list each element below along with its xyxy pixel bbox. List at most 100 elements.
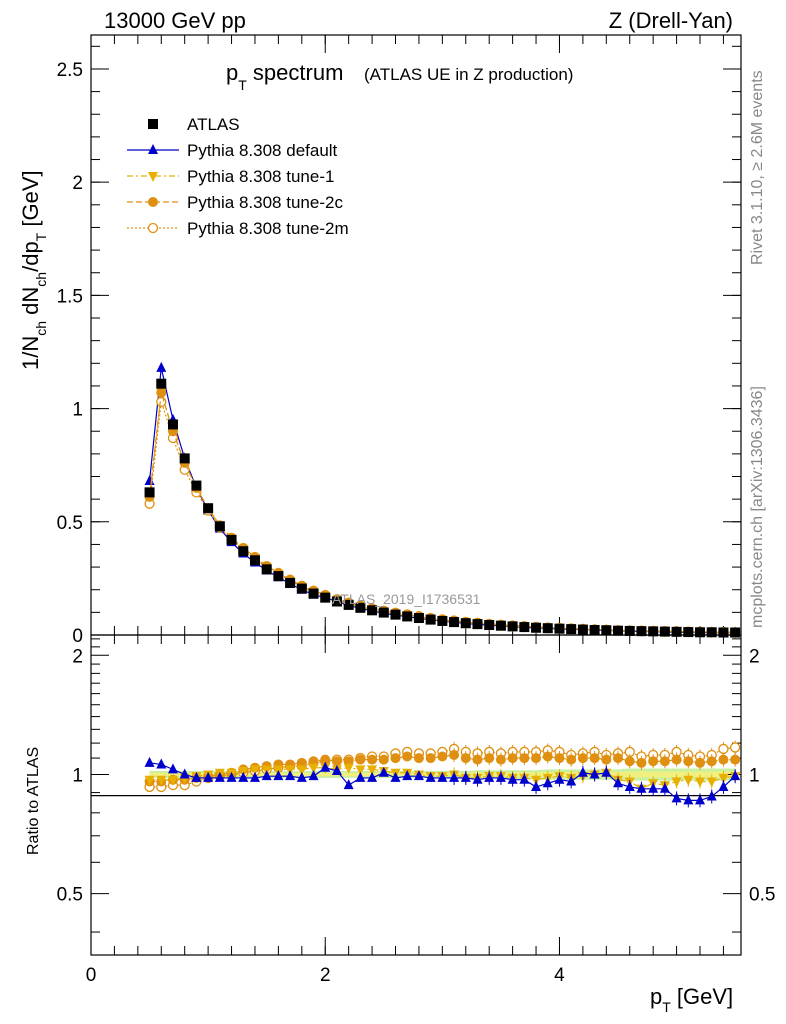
ratio-point-pythia-8-308-tune-1 (706, 777, 717, 788)
legend-label-pythia-8-308-tune-2m: Pythia 8.308 tune-2m (187, 219, 349, 238)
ratio-point-pythia-8-308-default (507, 773, 518, 784)
main-panel: 0 0.5 1 1.5 2 2.5 ATLAS_2019_I1736531 (57, 34, 742, 647)
ratio-point-pythia-8-308-default (226, 771, 237, 782)
main-ticks: 0 0.5 1 1.5 2 2.5 (57, 35, 741, 647)
ratio-point-pythia-8-308-tune-2c (519, 753, 530, 764)
ratio-point-pythia-8-308-default (413, 770, 424, 781)
ratio-point-pythia-8-308-tune-2c (449, 749, 460, 760)
ratio-point-pythia-8-308-default (624, 780, 635, 791)
xtick-label: 4 (554, 965, 565, 986)
ratio-point-pythia-8-308-tune-1 (671, 777, 682, 788)
ratio-point-pythia-8-308-tune-2c (355, 754, 366, 765)
ratio-point-pythia-8-308-tune-2c (320, 754, 331, 765)
ratio-point-pythia-8-308-default (343, 779, 354, 790)
ratio-point-pythia-8-308-tune-2c (460, 753, 471, 764)
ratio-point-pythia-8-308-tune-2c (425, 753, 436, 764)
ratio-point-pythia-8-308-default (320, 761, 331, 772)
main-point-atlas (566, 624, 577, 635)
plot-title: pT spectrum (226, 60, 343, 93)
legend-marker-atlas (148, 119, 158, 129)
main-ytick-label: 2 (72, 173, 83, 194)
ratio-ytick-label-left: 2 (72, 646, 83, 667)
ratio-ytick-label-left: 0.5 (57, 885, 83, 906)
legend-marker-pythia-8-308-tune-2m (147, 222, 159, 234)
ratio-point-pythia-8-308-tune-2c (566, 754, 577, 765)
xtick-label: 2 (320, 965, 331, 986)
ratio-point-pythia-8-308-tune-2c (718, 754, 729, 765)
ratio-point-pythia-8-308-default (577, 766, 588, 777)
main-point-atlas (343, 599, 354, 610)
ratio-point-pythia-8-308-default (519, 773, 530, 784)
main-point-atlas (238, 546, 249, 557)
ratio-point-pythia-8-308-tune-1 (308, 763, 319, 774)
main-point-atlas (519, 622, 530, 633)
main-point-atlas (355, 602, 366, 613)
legend-label-atlas: ATLAS (187, 115, 240, 134)
ratio-point-pythia-8-308-tune-2c (601, 754, 612, 765)
main-point-atlas (367, 605, 378, 616)
main-point-pythia-8-308-tune-2c (156, 387, 167, 398)
main-point-atlas (683, 627, 694, 638)
main-point-atlas (695, 627, 706, 638)
main-point-pythia-8-308-default (144, 475, 155, 486)
ratio-point-pythia-8-308-default (495, 771, 506, 782)
ratio-point-pythia-8-308-tune-2c (472, 754, 483, 765)
main-point-atlas (308, 588, 319, 599)
main-point-pythia-8-308-default (156, 361, 167, 372)
ratio-ticks: 0.5 0.5 1 1 2 2 0 2 4 (57, 635, 775, 986)
ratio-point-pythia-8-308-default (449, 771, 460, 782)
main-point-atlas (706, 627, 717, 638)
ratio-point-pythia-8-308-tune-1 (683, 775, 694, 786)
ratio-point-pythia-8-308-default (718, 780, 729, 791)
ratio-point-pythia-8-308-default (425, 771, 436, 782)
main-ylabel: 1/Nch dNch/dpT [GeV] (18, 170, 49, 370)
main-point-atlas (425, 614, 436, 625)
ratio-point-pythia-8-308-tune-2c (613, 753, 624, 764)
legend-marker-pythia-8-308-tune-1 (148, 172, 158, 182)
legend: ATLAS Pythia 8.308 default Pythia 8.308 tu… (127, 115, 349, 238)
main-ytick-label: 1 (72, 400, 83, 421)
ratio-point-pythia-8-308-tune-1 (296, 765, 307, 776)
ratio-point-pythia-8-308-default (179, 768, 190, 779)
main-point-atlas (613, 625, 624, 636)
watermark: ATLAS_2019_I1736531 (332, 591, 481, 607)
main-series (144, 361, 741, 639)
ratio-point-pythia-8-308-tune-2c (413, 753, 424, 764)
ratio-point-pythia-8-308-default (460, 771, 471, 782)
ratio-point-pythia-8-308-tune-2c (531, 753, 542, 764)
ratio-point-pythia-8-308-tune-2c (554, 753, 565, 764)
main-ytick-label: 0.5 (57, 513, 83, 534)
ratio-point-pythia-8-308-default (144, 756, 155, 767)
main-point-atlas (449, 617, 460, 628)
ratio-point-pythia-8-308-tune-2c (484, 753, 495, 764)
ratio-point-pythia-8-308-tune-2c (402, 751, 413, 762)
ratio-point-pythia-8-308-default (531, 780, 542, 791)
main-point-atlas (601, 625, 612, 636)
main-point-atlas (320, 592, 331, 603)
ratio-point-pythia-8-308-tune-2c (671, 754, 682, 765)
ratio-point-pythia-8-308-default (648, 782, 659, 793)
ratio-point-pythia-8-308-default (706, 790, 717, 801)
ratio-point-pythia-8-308-tune-2m (729, 742, 741, 753)
ratio-point-pythia-8-308-default (367, 771, 378, 782)
main-point-atlas (167, 419, 178, 430)
ratio-point-pythia-8-308-tune-1 (249, 765, 260, 776)
main-ytick-label: 1.5 (57, 286, 83, 307)
main-point-atlas (179, 453, 190, 464)
main-point-atlas (144, 487, 155, 498)
ratio-point-pythia-8-308-tune-2c (659, 756, 670, 767)
ratio-point-pythia-8-308-tune-1 (695, 777, 706, 788)
header-right: Z (Drell-Yan) (609, 8, 733, 33)
main-point-atlas (226, 534, 237, 545)
ratio-point-pythia-8-308-tune-2c (636, 757, 647, 768)
ratio-point-pythia-8-308-default (156, 758, 167, 769)
main-point-atlas (495, 620, 506, 631)
ratio-point-pythia-8-308-default (542, 777, 553, 788)
ratio-point-pythia-8-308-tune-2c (367, 754, 378, 765)
xlabel: pT [GeV] (650, 984, 733, 1015)
main-point-atlas (249, 555, 260, 566)
ratio-point-pythia-8-308-default (659, 782, 670, 793)
ratio-point-pythia-8-308-tune-2c (683, 756, 694, 767)
ratio-point-pythia-8-308-tune-2c (648, 756, 659, 767)
